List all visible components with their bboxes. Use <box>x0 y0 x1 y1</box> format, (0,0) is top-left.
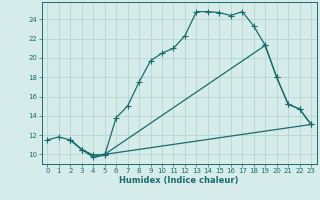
X-axis label: Humidex (Indice chaleur): Humidex (Indice chaleur) <box>119 176 239 185</box>
